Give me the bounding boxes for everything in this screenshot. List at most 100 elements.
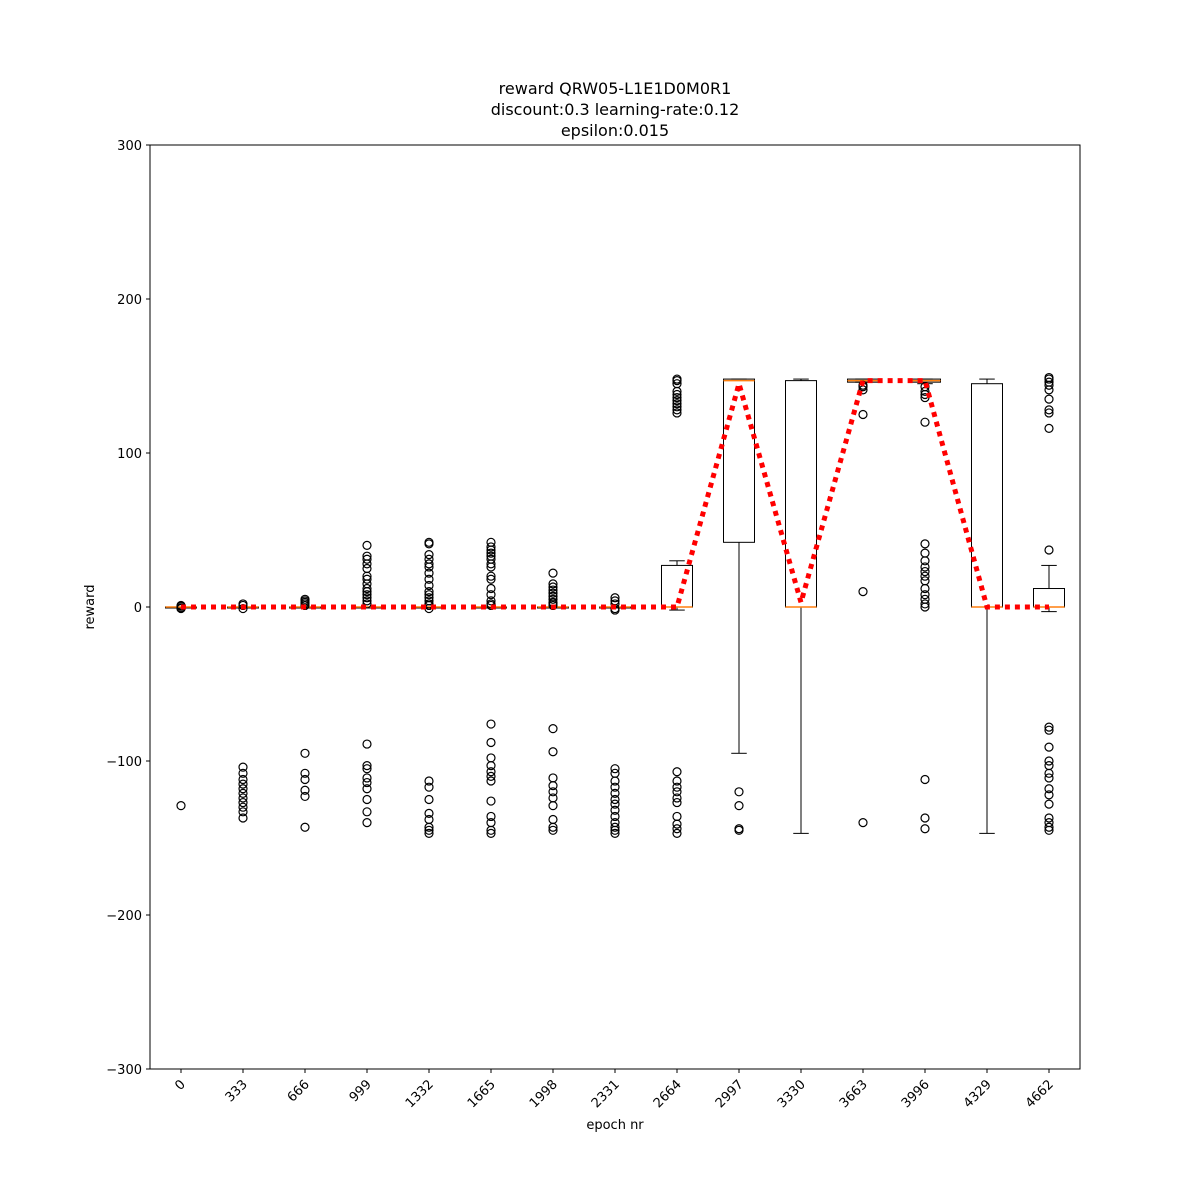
x-tick-label: 3996: [899, 1077, 933, 1111]
outlier-point: [920, 824, 930, 834]
outlier-point: [920, 417, 930, 427]
outlier-point: [424, 586, 434, 597]
y-tick-label: 300: [117, 139, 142, 154]
outlier-point: [1044, 408, 1054, 418]
outlier-point: [362, 784, 372, 794]
outlier-point: [548, 747, 558, 757]
outlier-point: [362, 764, 372, 774]
outlier-point: [610, 817, 620, 828]
outlier-point: [300, 791, 310, 802]
x-tick-label: 2664: [651, 1077, 685, 1111]
outlier-point: [300, 768, 310, 778]
outlier-point: [672, 787, 682, 797]
outlier-point: [610, 828, 620, 838]
outlier-point: [548, 822, 558, 832]
outlier-point: [1044, 822, 1054, 832]
outlier-point: [548, 814, 558, 825]
y-tick-label: −100: [106, 755, 142, 770]
outlier-point: [362, 563, 372, 574]
outlier-point: [610, 782, 620, 792]
outlier-point: [486, 719, 496, 729]
outlier-point: [424, 599, 434, 609]
x-axis-label: epoch nr: [586, 1118, 644, 1133]
x-tick-label: 1332: [403, 1077, 437, 1111]
outlier-point: [672, 389, 682, 400]
x-tick-label: 2331: [589, 1077, 623, 1111]
outlier-point: [238, 797, 248, 808]
outlier-point: [610, 799, 620, 809]
outlier-point: [424, 580, 434, 591]
outlier-point: [610, 794, 620, 805]
outlier-point: [424, 825, 434, 835]
outlier-point: [300, 785, 310, 795]
outlier-point: [300, 594, 310, 604]
outlier-point: [920, 576, 930, 586]
outlier-point: [610, 805, 620, 815]
outlier-point: [672, 828, 682, 838]
box-body: [971, 383, 1003, 608]
outlier-point: [672, 374, 682, 384]
outlier-point: [362, 574, 372, 584]
outlier-point: [548, 585, 558, 595]
outlier-point: [486, 817, 496, 828]
outlier-point: [1044, 773, 1054, 783]
outlier-point: [362, 579, 372, 589]
outlier-point: [920, 813, 930, 823]
y-axis: −300 −200 −100 0 100 200 300: [106, 139, 150, 1078]
x-tick-label: 0: [172, 1077, 188, 1093]
outlier-point: [1044, 742, 1054, 752]
outlier-point: [548, 787, 558, 797]
outlier-point: [424, 596, 434, 606]
outlier-point: [238, 779, 248, 789]
outlier-point: [920, 599, 930, 609]
outlier-point: [672, 399, 682, 409]
outlier-point: [920, 566, 930, 577]
outlier-point: [610, 764, 620, 774]
outlier-point: [486, 776, 496, 786]
outlier-point: [548, 825, 558, 835]
outlier-point: [362, 777, 372, 788]
outlier-point: [920, 583, 930, 594]
outlier-point: [362, 773, 372, 783]
outlier-point: [486, 548, 496, 558]
outlier-point: [734, 787, 744, 797]
outlier-point: [548, 724, 558, 734]
outlier-point: [238, 768, 248, 778]
outlier-point: [424, 822, 434, 832]
outlier-point: [672, 408, 682, 418]
chart-title: reward QRW05-L1E1D0M0R1 discount:0.3 lea…: [491, 79, 740, 140]
outlier-point: [486, 796, 496, 806]
outlier-point: [1044, 405, 1054, 415]
outlier-point: [486, 825, 496, 835]
y-tick-label: −300: [106, 1063, 142, 1078]
outlier-point: [424, 559, 434, 569]
outlier-point: [1044, 377, 1054, 387]
x-tick-label: 2997: [713, 1077, 747, 1111]
outlier-point: [548, 588, 558, 598]
outlier-point: [424, 537, 434, 547]
outlier-point: [486, 574, 496, 584]
outlier-point: [920, 594, 930, 604]
outlier-point: [424, 554, 434, 564]
chart-title-line-2: discount:0.3 learning-rate:0.12: [491, 100, 740, 119]
box-body: [1033, 588, 1065, 608]
outlier-point: [1044, 725, 1054, 735]
x-tick-label: 3330: [775, 1077, 809, 1111]
x-tick-label: 1998: [527, 1077, 561, 1111]
y-axis-label: reward: [83, 584, 98, 629]
outlier-point: [858, 817, 868, 828]
outlier-point: [610, 776, 620, 786]
outlier-point: [920, 774, 930, 785]
outlier-point: [1044, 790, 1054, 800]
trend-line: [181, 374, 1049, 612]
trend-line-series: [181, 374, 1049, 612]
x-axis: 0 333 666 999 1332 1665 1998 2331 2664 2997 3330 36…: [172, 1069, 1057, 1111]
box-body: [723, 378, 755, 543]
outlier-point: [424, 828, 434, 838]
outlier-point: [610, 811, 620, 822]
outlier-point: [486, 828, 496, 838]
outlier-point: [672, 767, 682, 777]
outlier-point: [362, 590, 372, 600]
